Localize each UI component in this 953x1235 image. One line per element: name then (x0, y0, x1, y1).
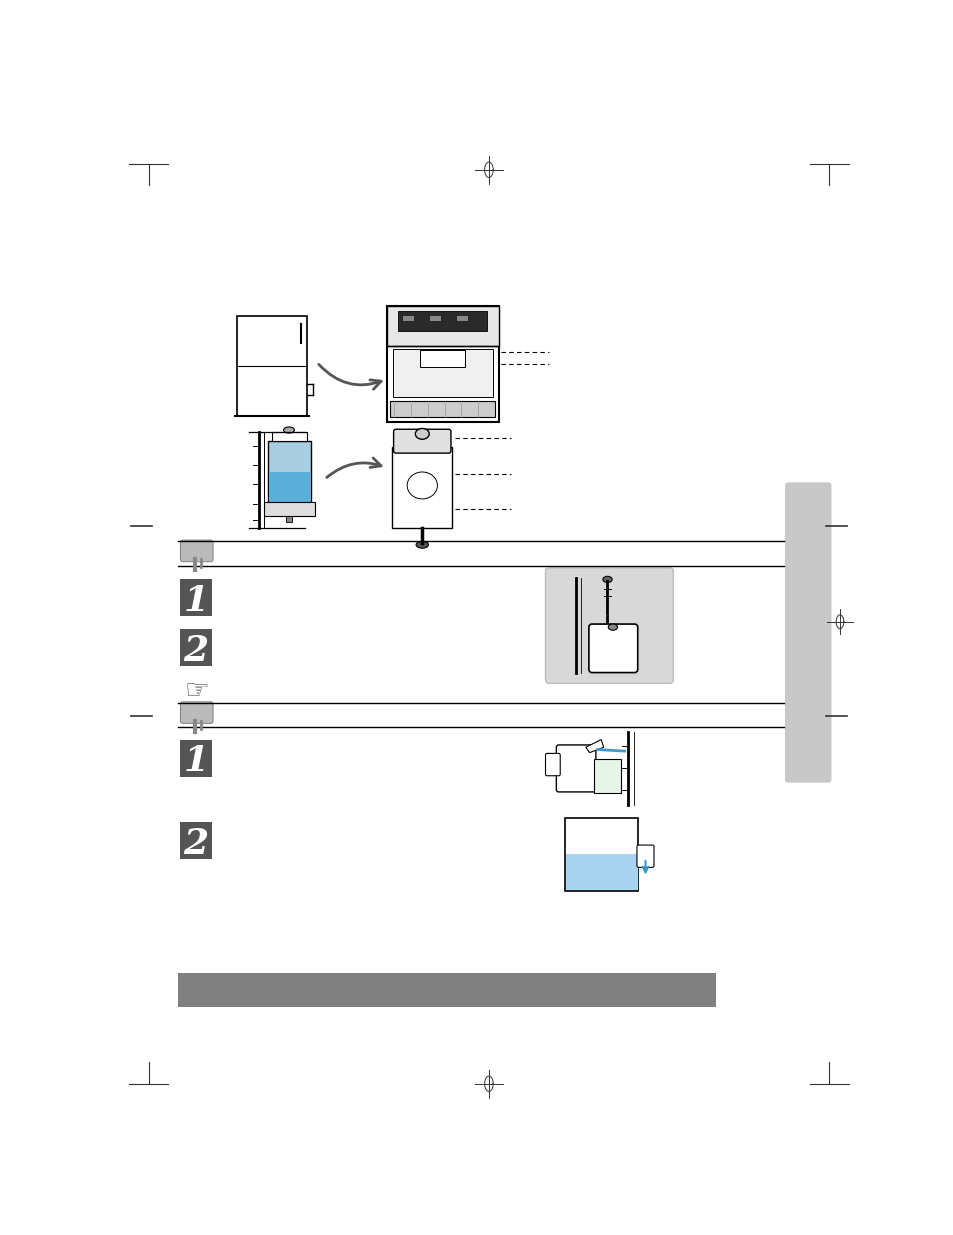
Text: 2: 2 (183, 634, 209, 668)
Bar (272, 431, 307, 441)
FancyBboxPatch shape (394, 430, 451, 453)
Ellipse shape (415, 429, 429, 440)
FancyBboxPatch shape (637, 845, 654, 867)
Bar (236, 316, 307, 416)
Text: 1: 1 (183, 745, 209, 778)
Bar (397, 311, 487, 331)
Ellipse shape (283, 427, 294, 433)
FancyArrowPatch shape (318, 364, 380, 389)
Bar (429, 315, 440, 321)
Bar (402, 315, 414, 321)
Bar (393, 348, 493, 398)
Ellipse shape (602, 577, 612, 583)
FancyBboxPatch shape (179, 823, 212, 858)
FancyBboxPatch shape (180, 701, 213, 724)
Bar (178, 973, 716, 1007)
Bar (269, 472, 310, 501)
FancyBboxPatch shape (545, 753, 559, 776)
FancyBboxPatch shape (179, 630, 212, 667)
FancyBboxPatch shape (179, 740, 212, 777)
FancyArrowPatch shape (326, 458, 380, 478)
Bar (392, 447, 452, 527)
Bar (593, 758, 620, 793)
Ellipse shape (416, 541, 428, 548)
Ellipse shape (608, 624, 617, 630)
Text: 2: 2 (183, 826, 209, 861)
Bar (386, 306, 498, 347)
Text: ☞: ☞ (184, 677, 209, 705)
FancyBboxPatch shape (179, 579, 212, 616)
FancyArrow shape (604, 616, 610, 629)
FancyBboxPatch shape (588, 624, 637, 673)
Ellipse shape (407, 472, 436, 499)
FancyBboxPatch shape (420, 350, 465, 367)
Bar (456, 315, 468, 321)
Bar (386, 306, 498, 421)
Bar (268, 441, 311, 503)
Bar (264, 503, 314, 516)
Bar (286, 516, 292, 522)
Bar (390, 401, 495, 417)
Polygon shape (585, 740, 603, 752)
Bar (564, 818, 638, 892)
Bar (565, 855, 637, 889)
Text: 1: 1 (183, 584, 209, 618)
FancyBboxPatch shape (180, 540, 213, 562)
FancyBboxPatch shape (556, 745, 596, 792)
FancyBboxPatch shape (784, 483, 831, 783)
FancyBboxPatch shape (545, 568, 673, 683)
